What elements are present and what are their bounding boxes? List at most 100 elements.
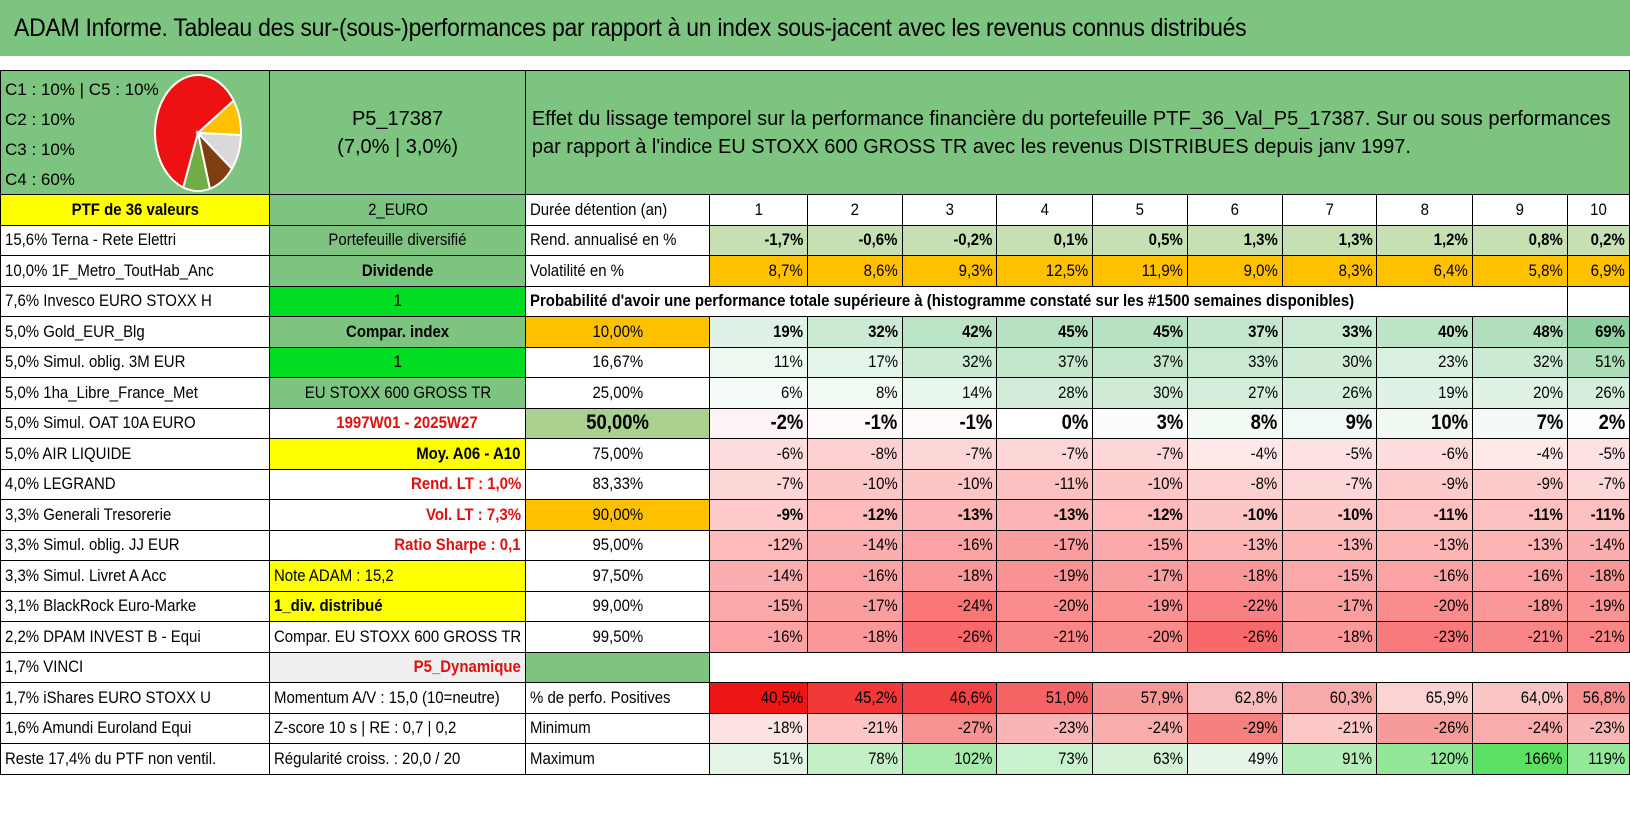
quantile-value: -23% — [1376, 621, 1474, 653]
maximum-value-text: 73% — [1058, 748, 1089, 768]
maximum-value: 73% — [996, 743, 1094, 775]
info-cell: Régularité croiss. : 20,0 / 20 — [269, 743, 526, 775]
quantile-value-text: -13% — [1433, 535, 1469, 555]
year-header-text: 6 — [1230, 199, 1239, 219]
quantile-percent-text: 50,00% — [586, 411, 649, 435]
holding-name-text: 3,3% Simul. oblig. JJ EUR — [5, 535, 180, 555]
quantile-percent-text: 95,00% — [592, 535, 643, 555]
quantile-value-text: 37% — [1247, 321, 1278, 341]
quantile-value-text: -5% — [1598, 443, 1625, 463]
quantile-value: -19% — [996, 560, 1094, 592]
rend-value: -0,2% — [901, 224, 998, 256]
quantile-value-text: -18% — [957, 565, 993, 585]
quantile-percent: 97,50% — [524, 560, 711, 592]
allocation-line: C2 : 10% — [5, 110, 75, 129]
quantile-value-text: -16% — [957, 535, 993, 555]
year-header: 10 — [1566, 194, 1630, 226]
quantile-value-text: -19% — [1053, 565, 1089, 585]
maximum-value: 63% — [1092, 743, 1188, 775]
rend-value-text: 1,3% — [1338, 230, 1373, 250]
vol-value: 12,5% — [996, 255, 1094, 287]
quantile-value-text: -13% — [1528, 535, 1563, 555]
holding-name-text: 3,1% BlackRock Euro-Marke — [5, 596, 197, 616]
report-title-bar: ADAM Informe. Tableau des sur-(sous-)per… — [0, 0, 1630, 62]
vol-value-text: 9,0% — [1243, 260, 1278, 280]
quantile-value: -5% — [1281, 438, 1378, 470]
minimum-value: -24% — [1472, 712, 1568, 744]
quantile-value: 30% — [1092, 377, 1188, 409]
quantile-value: -1% — [806, 407, 903, 439]
quantile-value: 0% — [996, 407, 1094, 439]
quantile-value-text: -11% — [1054, 474, 1089, 494]
spacer-row: 1,7% VINCI P5_Dynamique — [0, 651, 1630, 683]
minimum-value: -27% — [901, 712, 998, 744]
positives-value: 65,9% — [1376, 682, 1474, 714]
quantile-value-text: -7% — [1061, 443, 1089, 463]
quantile-value-text: -1% — [959, 411, 993, 435]
vol-label: Volatilité en % — [524, 255, 711, 287]
info-cell: EU STOXX 600 GROSS TR — [269, 377, 526, 409]
holding-name: 1,7% VINCI — [0, 651, 271, 683]
quantile-value: -21% — [1566, 621, 1630, 653]
minimum-value: -29% — [1186, 712, 1283, 744]
quantile-value: -13% — [996, 499, 1094, 531]
quantile-value: 32% — [1472, 346, 1568, 378]
quantile-row: 5,0% Simul. OAT 10A EURO 1997W01 - 2025W2… — [0, 407, 1630, 439]
quantile-value: 17% — [806, 346, 903, 378]
positives-label-text: % de perfo. Positives — [529, 687, 671, 707]
quantile-value: -7% — [1566, 468, 1630, 500]
quantile-value: 51% — [1566, 346, 1630, 378]
allocation-pie-chart — [154, 74, 242, 192]
info-cell: 1997W01 - 2025W27 — [269, 407, 526, 439]
positives-value: 57,9% — [1092, 682, 1188, 714]
quantile-value: 33% — [1281, 316, 1378, 348]
info-cell-text: Note ADAM : 15,2 — [274, 565, 395, 585]
year-header: 1 — [709, 194, 808, 226]
quantile-value-text: -16% — [1528, 565, 1563, 585]
quantile-value-text: 2% — [1598, 411, 1625, 435]
quantile-value: 19% — [709, 316, 808, 348]
allocation-line: C3 : 10% — [5, 140, 75, 159]
holding-name-text: 5,0% Simul. OAT 10A EURO — [5, 413, 196, 433]
quantile-percent-text: 90,00% — [592, 504, 643, 524]
year-header: 6 — [1186, 194, 1283, 226]
quantile-value: -15% — [1281, 560, 1378, 592]
quantile-value: -13% — [1472, 529, 1568, 561]
quantile-value-text: -10% — [862, 474, 898, 494]
quantile-value-text: 32% — [1533, 352, 1563, 372]
rend-value-text: 1,3% — [1243, 230, 1278, 250]
holding-name: 3,3% Generali Tresorerie — [0, 499, 271, 531]
quantile-value: 8% — [806, 377, 903, 409]
vol-value-text: 8,3% — [1338, 260, 1373, 280]
quantile-value-text: -18% — [1242, 565, 1278, 585]
quantile-value-text: -9% — [776, 504, 803, 524]
quantile-value: 37% — [1092, 346, 1188, 378]
info-cell: Note ADAM : 15,2 — [269, 560, 526, 592]
holding-name: Reste 17,4% du PTF non ventil. — [0, 743, 271, 775]
quantile-value: 26% — [1281, 377, 1378, 409]
info-cell-text: Ratio Sharpe : 0,1 — [394, 535, 521, 555]
quantile-value: -13% — [1186, 529, 1283, 561]
year-header-text: 7 — [1325, 199, 1334, 219]
info-cell-text: 1 — [393, 352, 402, 372]
quantile-value-text: -16% — [768, 626, 803, 646]
quantile-value: -13% — [1376, 529, 1474, 561]
minimum-value: -21% — [1281, 712, 1378, 744]
quantile-percent-text: 10,00% — [592, 321, 643, 341]
quantile-value-text: -20% — [1053, 596, 1089, 616]
quantile-value-text: -11% — [1528, 504, 1563, 524]
rend-value: 1,3% — [1281, 224, 1378, 256]
allocation-line: C1 : 10% | C5 : 10% — [5, 80, 159, 99]
quantile-value: -14% — [806, 529, 903, 561]
holding-name: 1,6% Amundi Euroland Equi — [0, 712, 271, 744]
quantile-value: 10% — [1376, 407, 1474, 439]
quantile-value-text: -6% — [776, 443, 803, 463]
quantile-value-text: -15% — [1148, 535, 1183, 555]
quantile-value-text: -20% — [1148, 626, 1183, 646]
quantile-value: -26% — [1186, 621, 1283, 653]
info-cell-text: 1_div. distribué — [274, 596, 383, 616]
quantile-value-text: -18% — [1337, 626, 1373, 646]
rend-label: Rend. annualisé en % — [524, 224, 711, 256]
quantile-value: -11% — [1472, 499, 1568, 531]
quantile-value: -17% — [1281, 590, 1378, 622]
